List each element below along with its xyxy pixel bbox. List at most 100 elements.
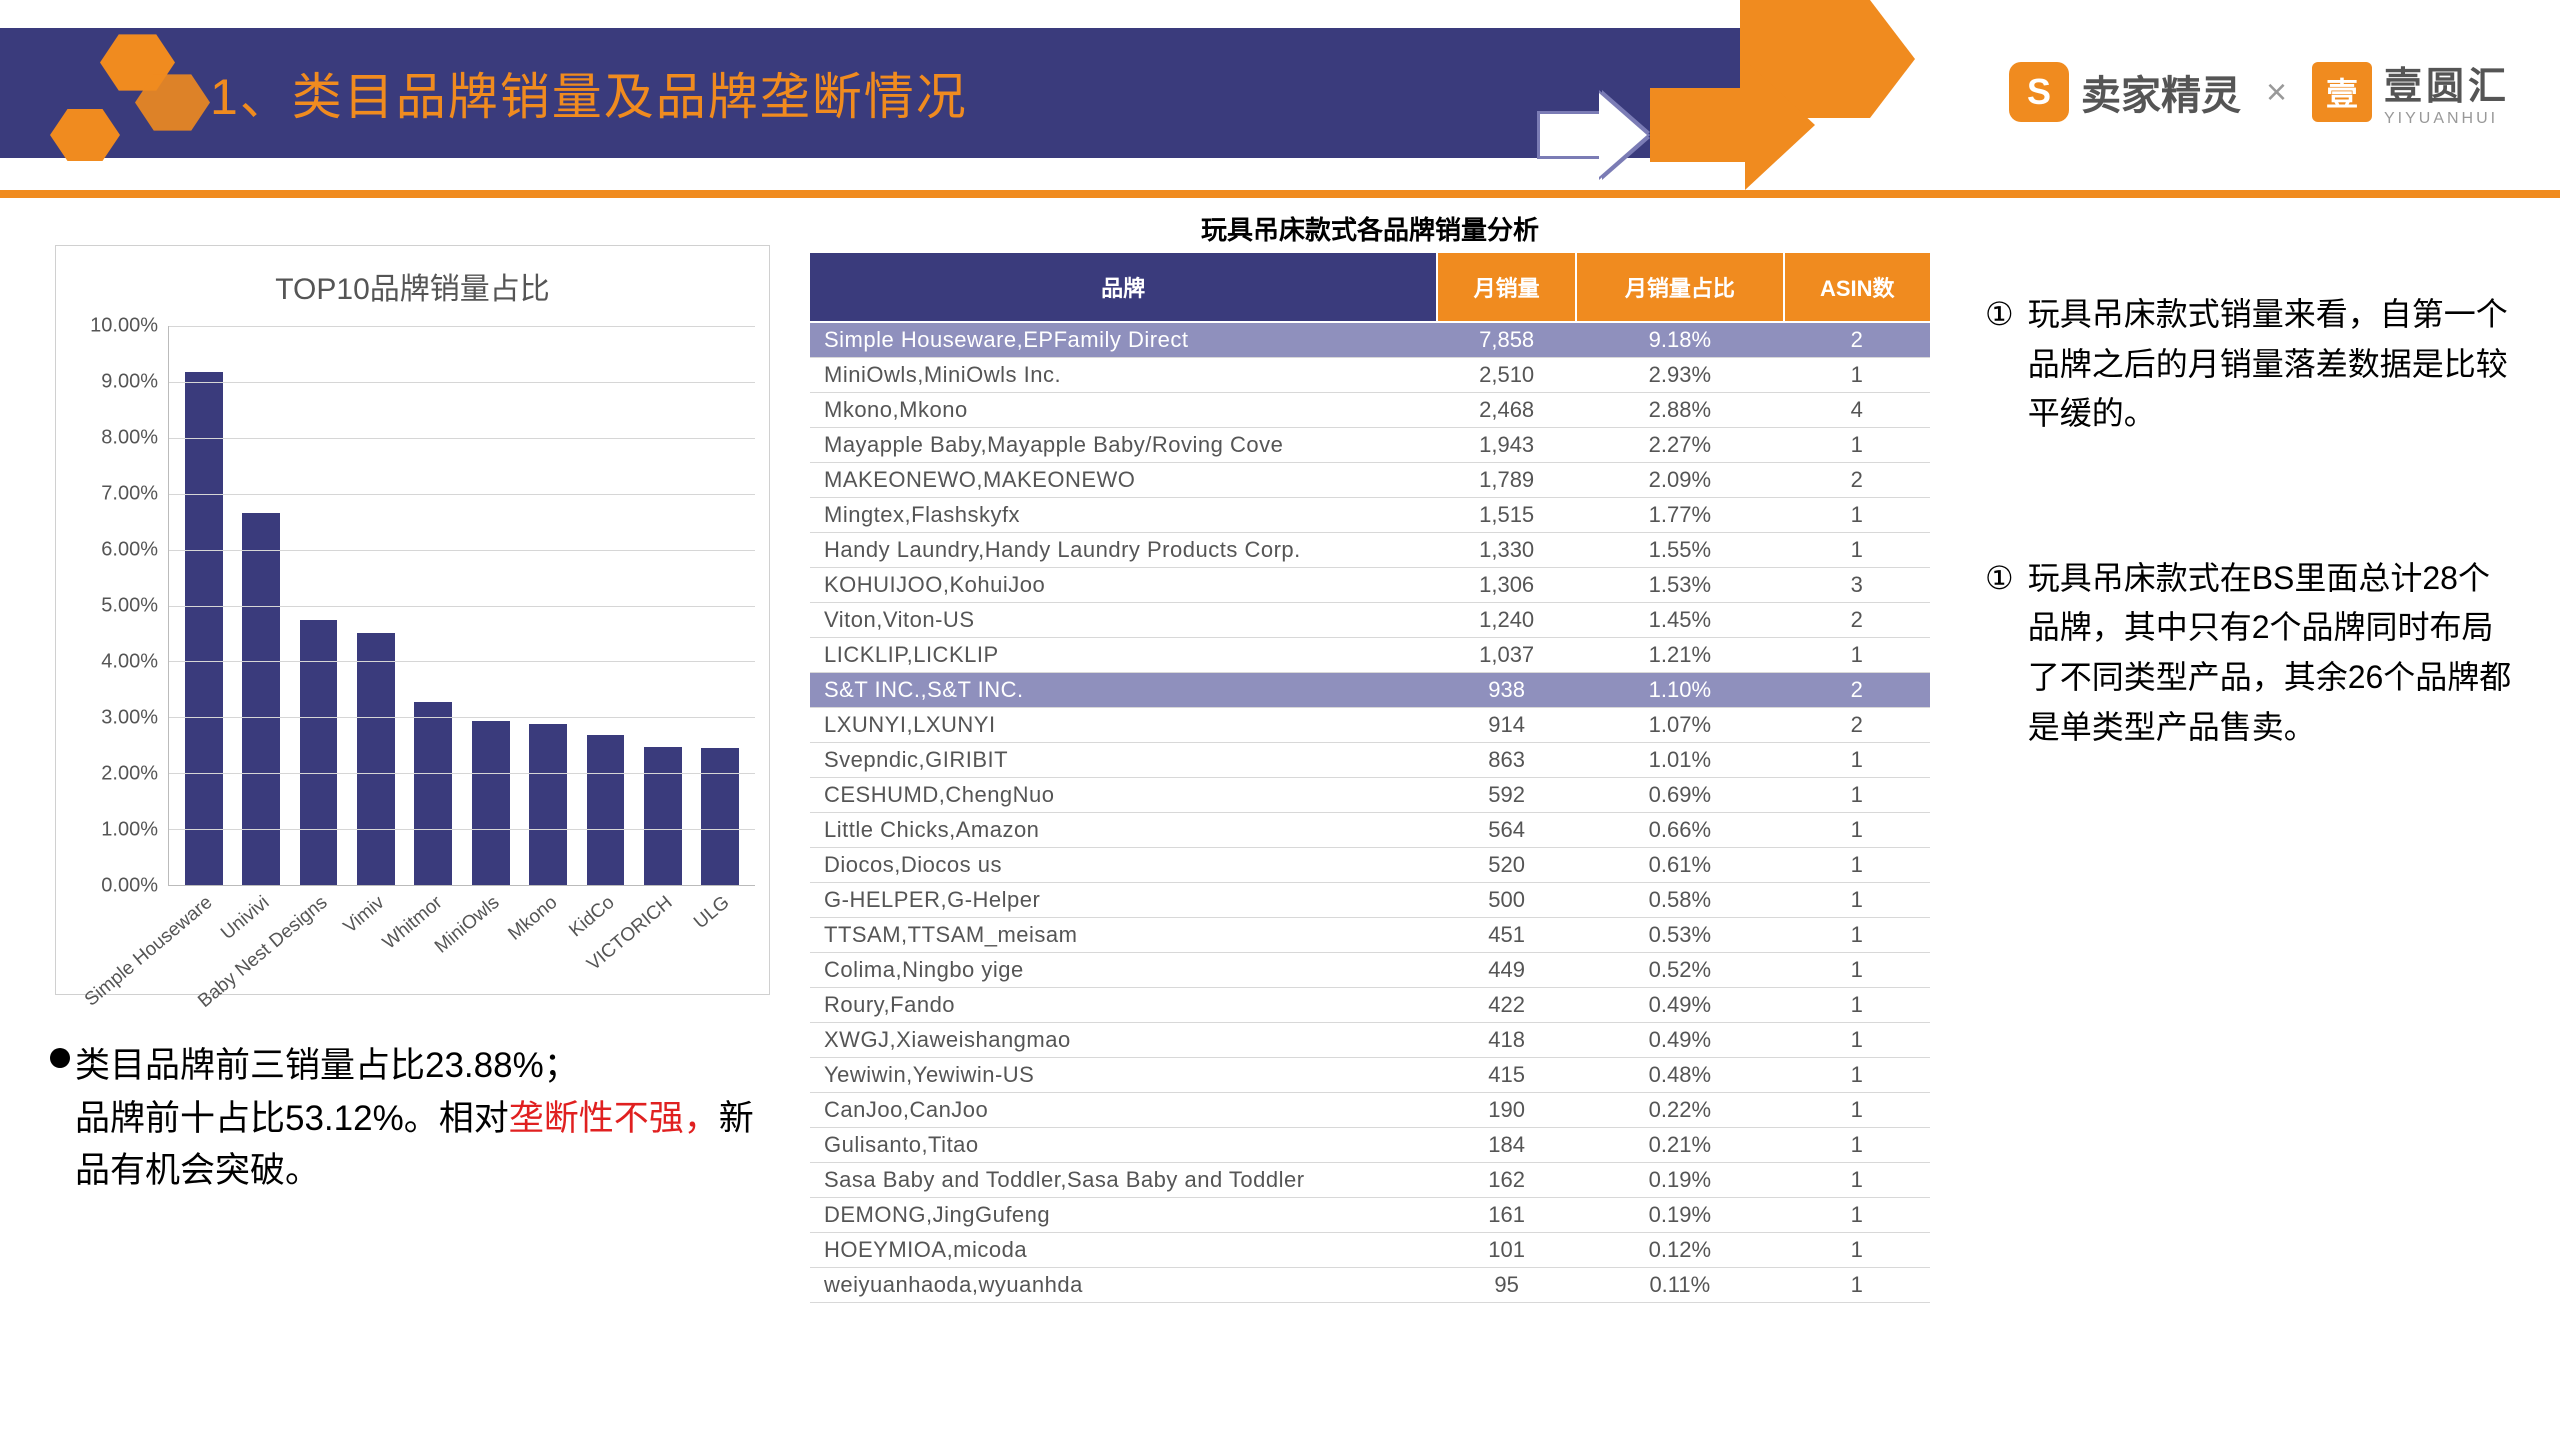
orange-arrow-icon	[1650, 60, 1820, 190]
table-cell: CESHUMD,ChengNuo	[810, 778, 1437, 813]
table-cell: 2	[1784, 673, 1930, 708]
table-cell: Mayapple Baby,Mayapple Baby/Roving Cove	[810, 428, 1437, 463]
chart-plot	[168, 326, 755, 886]
hexagon-decor	[50, 20, 200, 160]
logo-sellersprite: S 卖家精灵	[2009, 62, 2241, 122]
table-row: Mingtex,Flashskyfx1,5151.77%1	[810, 498, 1930, 533]
chart-bar	[701, 748, 739, 885]
th-share: 月销量占比	[1576, 252, 1783, 322]
note-marker-1: ①	[1985, 290, 2014, 439]
table-cell: 1.01%	[1576, 743, 1783, 778]
summary-red: 垄断性不强，	[509, 1099, 719, 1138]
table-cell: 0.11%	[1576, 1268, 1783, 1303]
table-cell: 1	[1784, 1093, 1930, 1128]
table-cell: 2.88%	[1576, 393, 1783, 428]
table-cell: 2	[1784, 463, 1930, 498]
table-cell: 1	[1784, 988, 1930, 1023]
table-cell: 1	[1784, 1058, 1930, 1093]
table-cell: 1.45%	[1576, 603, 1783, 638]
table-cell: 2,468	[1437, 393, 1576, 428]
table-cell: 184	[1437, 1128, 1576, 1163]
table-cell: 449	[1437, 953, 1576, 988]
table-cell: 914	[1437, 708, 1576, 743]
table-row: MAKEONEWO,MAKEONEWO1,7892.09%2	[810, 463, 1930, 498]
white-arrow-icon	[1537, 95, 1647, 175]
table-cell: 2.09%	[1576, 463, 1783, 498]
brand-sales-table: 品牌 月销量 月销量占比 ASIN数 Simple Houseware,EPFa…	[810, 251, 1930, 1303]
orange-strip	[0, 190, 2560, 198]
chart-bar	[414, 702, 452, 885]
right-panel: ① 玩具吊床款式销量来看，自第一个品牌之后的月销量落差数据是比较平缓的。 ① 玩…	[1930, 210, 2560, 1440]
page-title: 1、类目品牌销量及品牌垄断情况	[210, 57, 968, 129]
logo-separator: ×	[2266, 71, 2287, 113]
th-asin: ASIN数	[1784, 252, 1930, 322]
table-cell: 1	[1784, 918, 1930, 953]
table-cell: MiniOwls,MiniOwls Inc.	[810, 358, 1437, 393]
y-tick: 6.00%	[101, 539, 158, 562]
chart-bar	[472, 721, 510, 885]
logo-yiyuanhui-text: 壹圆汇	[2384, 55, 2510, 110]
table-cell: 418	[1437, 1023, 1576, 1058]
logo-sellersprite-icon: S	[2009, 62, 2069, 122]
table-cell: 1	[1784, 1198, 1930, 1233]
table-cell: HOEYMIOA,micoda	[810, 1233, 1437, 1268]
chart-y-axis: 10.00%9.00%8.00%7.00%6.00%5.00%4.00%3.00…	[70, 326, 168, 886]
table-row: Simple Houseware,EPFamily Direct7,8589.1…	[810, 322, 1930, 358]
table-cell: Roury,Fando	[810, 988, 1437, 1023]
table-cell: 2,510	[1437, 358, 1576, 393]
table-row: Yewiwin,Yewiwin-US4150.48%1	[810, 1058, 1930, 1093]
table-cell: 95	[1437, 1268, 1576, 1303]
table-row: Roury,Fando4220.49%1	[810, 988, 1930, 1023]
table-cell: 1	[1784, 358, 1930, 393]
logo-yiyuanhui: 壹 壹圆汇 YIYUANHUI	[2312, 55, 2510, 128]
table-cell: 0.66%	[1576, 813, 1783, 848]
logo-yiyuanhui-sub: YIYUANHUI	[2384, 110, 2510, 128]
note-2: ① 玩具吊床款式在BS里面总计28个品牌，其中只有2个品牌同时布局了不同类型产品…	[1985, 554, 2515, 752]
table-cell: 0.19%	[1576, 1163, 1783, 1198]
table-cell: 451	[1437, 918, 1576, 953]
table-cell: weiyuanhaoda,wyuanhda	[810, 1268, 1437, 1303]
table-row: G-HELPER,G-Helper5000.58%1	[810, 883, 1930, 918]
table-cell: 0.49%	[1576, 988, 1783, 1023]
x-label: Vimiv	[340, 892, 389, 938]
left-summary: 类目品牌前三销量占比23.88%； 品牌前十占比53.12%。相对垄断性不强，新…	[55, 1040, 770, 1198]
table-cell: Yewiwin,Yewiwin-US	[810, 1058, 1437, 1093]
table-cell: 1	[1784, 1233, 1930, 1268]
table-cell: 0.52%	[1576, 953, 1783, 988]
table-row: KOHUIJOO,KohuiJoo1,3061.53%3	[810, 568, 1930, 603]
table-row: LICKLIP,LICKLIP1,0371.21%1	[810, 638, 1930, 673]
th-brand: 品牌	[810, 252, 1437, 322]
table-cell: 2	[1784, 322, 1930, 358]
table-cell: 190	[1437, 1093, 1576, 1128]
table-cell: Viton,Viton-US	[810, 603, 1437, 638]
table-cell: 520	[1437, 848, 1576, 883]
table-cell: 2	[1784, 603, 1930, 638]
table-cell: 1	[1784, 743, 1930, 778]
header: 1、类目品牌销量及品牌垄断情况 S 卖家精灵 × 壹 壹圆汇 YIYUANHUI	[0, 0, 2560, 185]
y-tick: 1.00%	[101, 819, 158, 842]
table-cell: DEMONG,JingGufeng	[810, 1198, 1437, 1233]
table-cell: 0.22%	[1576, 1093, 1783, 1128]
table-row: S&T INC.,S&T INC.9381.10%2	[810, 673, 1930, 708]
table-cell: Simple Houseware,EPFamily Direct	[810, 322, 1437, 358]
title-band: 1、类目品牌销量及品牌垄断情况	[0, 28, 1740, 158]
table-row: CESHUMD,ChengNuo5920.69%1	[810, 778, 1930, 813]
table-cell: 0.48%	[1576, 1058, 1783, 1093]
table-row: weiyuanhaoda,wyuanhda950.11%1	[810, 1268, 1930, 1303]
table-row: Diocos,Diocos us5200.61%1	[810, 848, 1930, 883]
y-tick: 5.00%	[101, 595, 158, 618]
table-row: Gulisanto,Titao1840.21%1	[810, 1128, 1930, 1163]
table-cell: 1	[1784, 848, 1930, 883]
table-cell: LXUNYI,LXUNYI	[810, 708, 1437, 743]
table-cell: 0.61%	[1576, 848, 1783, 883]
table-cell: 1.77%	[1576, 498, 1783, 533]
table-cell: 863	[1437, 743, 1576, 778]
logos: S 卖家精灵 × 壹 壹圆汇 YIYUANHUI	[2009, 55, 2510, 128]
table-cell: 1	[1784, 778, 1930, 813]
orange-top-arrow	[1870, 0, 1915, 118]
table-cell: 0.53%	[1576, 918, 1783, 953]
table-cell: 1.10%	[1576, 673, 1783, 708]
table-cell: 1	[1784, 1163, 1930, 1198]
y-tick: 4.00%	[101, 651, 158, 674]
chart-bar	[185, 372, 223, 885]
